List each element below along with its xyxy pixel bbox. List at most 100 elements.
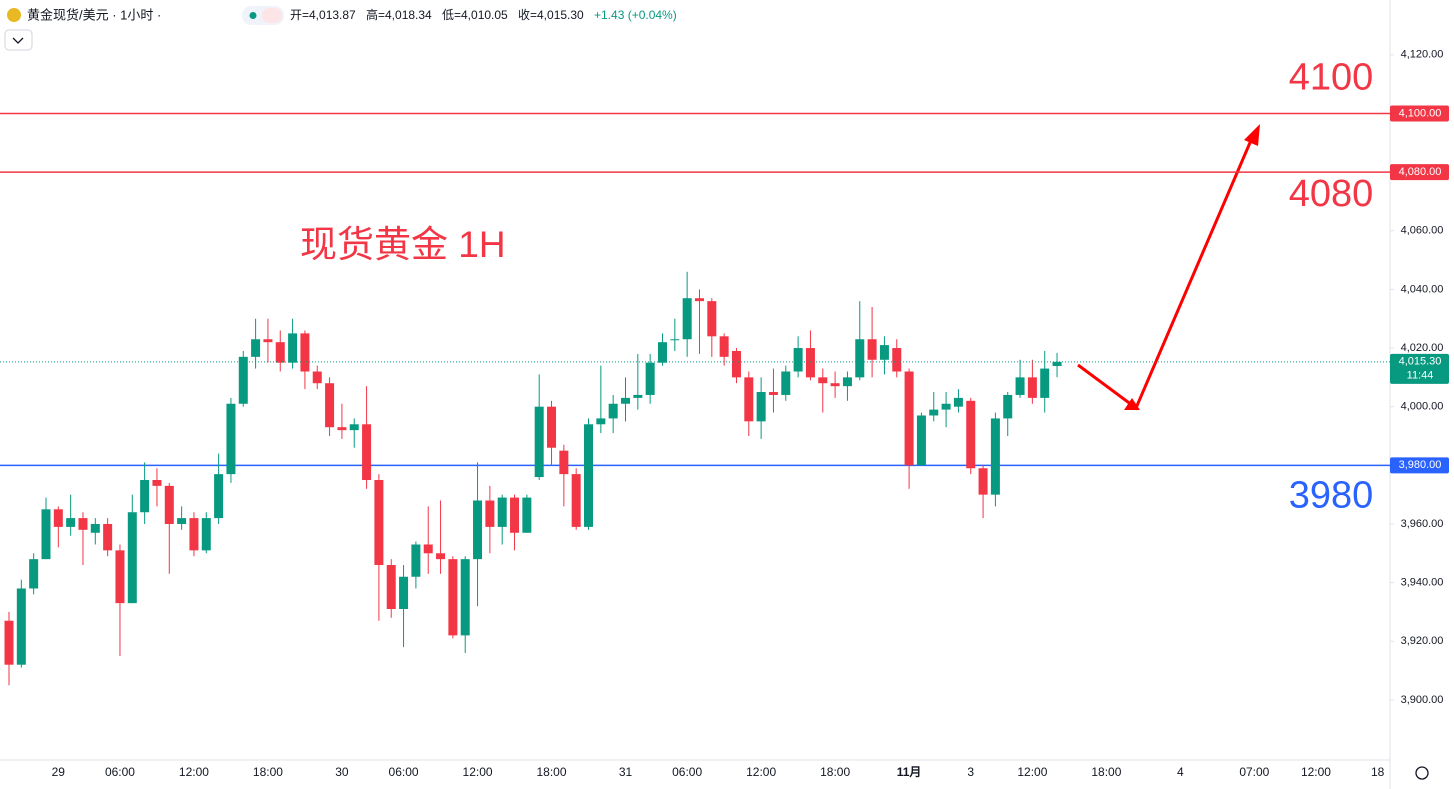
annotation: 现货黄金 1H: [300, 224, 506, 265]
x-tick-label: 18:00: [820, 765, 850, 779]
x-tick-label: 06:00: [105, 765, 135, 779]
candle-body: [103, 523, 113, 551]
candle-body: [263, 339, 273, 343]
candle-body: [842, 377, 852, 387]
candle-body: [473, 500, 483, 560]
x-tick-label: 06:00: [672, 765, 702, 779]
candle-body: [66, 518, 76, 527]
candle-body: [879, 345, 889, 360]
x-tick-label: 12:00: [1017, 765, 1047, 779]
candle-body: [768, 392, 778, 395]
candle-body: [621, 397, 630, 404]
candle-body: [90, 523, 100, 533]
candle-body: [904, 371, 914, 466]
candle-body: [571, 474, 581, 527]
candle-body: [115, 550, 125, 604]
x-tick-label: 18:00: [1091, 765, 1121, 779]
y-tick-label: 4,040.00: [1401, 283, 1444, 295]
candle-body: [510, 497, 520, 533]
candle-body: [534, 406, 544, 478]
candle-body: [300, 333, 310, 372]
candle-body: [399, 576, 409, 609]
candle-body: [916, 415, 926, 466]
y-tick-label: 4,000.00: [1401, 401, 1444, 413]
candle-body: [830, 383, 840, 387]
candle-body: [633, 394, 643, 398]
x-tick-label: 30: [335, 765, 349, 779]
x-tick-label: 18:00: [537, 765, 567, 779]
level-label-box: [1390, 164, 1449, 181]
collapse-button[interactable]: [4, 29, 33, 51]
y-tick-label: 3,920.00: [1401, 635, 1444, 647]
candle-body: [275, 342, 285, 363]
y-tick-label: 3,940.00: [1401, 577, 1444, 589]
ohlc-label: 收=4,015.30: [518, 8, 584, 22]
candle-body: [423, 544, 433, 554]
candle-body: [1015, 377, 1025, 395]
x-tick-label: 29: [52, 765, 66, 779]
candle-body: [349, 424, 359, 431]
candle-body: [53, 509, 63, 527]
x-tick-label: 12:00: [746, 765, 776, 779]
x-tick-label: 12:00: [179, 765, 209, 779]
candle-body: [781, 371, 791, 395]
x-tick-label: 18:00: [253, 765, 283, 779]
candle-body: [325, 383, 335, 428]
candle-body: [805, 348, 815, 378]
candle-body: [990, 418, 1000, 495]
candle-body: [657, 342, 667, 363]
candle-body: [1027, 377, 1037, 398]
candle-body: [793, 348, 803, 372]
settings-icon[interactable]: [1415, 766, 1429, 780]
candle-body: [756, 392, 766, 422]
candle-body: [189, 518, 199, 551]
candle-body: [867, 339, 877, 360]
candle-body: [719, 336, 729, 357]
candle-body: [929, 409, 939, 416]
candle-body: [127, 512, 137, 604]
y-tick-label: 4,120.00: [1401, 49, 1444, 61]
candle-body: [201, 518, 211, 551]
candle-body: [362, 424, 372, 480]
level-annotation: 4080: [1289, 173, 1374, 215]
x-tick-label: 18: [1371, 765, 1385, 779]
candle-body: [1003, 394, 1013, 419]
candle-body: [4, 620, 14, 665]
candle-body: [978, 468, 988, 495]
candle-body: [497, 497, 507, 527]
candle-body: [694, 298, 704, 302]
candle-body: [29, 559, 39, 589]
ohlc-label: 低=4,010.05: [442, 8, 508, 22]
candle-body: [522, 497, 532, 533]
ohlc-label: +1.43 (+0.04%): [594, 8, 677, 22]
level-label: 3,980.00: [1399, 459, 1442, 471]
x-tick-label: 06:00: [389, 765, 419, 779]
candle-body: [386, 565, 396, 609]
status-pill: [262, 8, 282, 23]
candle-body: [177, 518, 187, 524]
candle-body: [411, 544, 421, 577]
candle-body: [596, 418, 606, 425]
level-annotation: 3980: [1289, 474, 1374, 516]
candle-body: [140, 479, 150, 513]
candle-body: [238, 356, 248, 404]
x-tick-label: 4: [1177, 765, 1184, 779]
candle-body: [312, 371, 322, 384]
level-label-box: [1390, 105, 1449, 122]
ohlc-label: 开=4,013.87: [290, 8, 356, 22]
arrow-head: [1244, 124, 1260, 146]
candle-body: [941, 403, 951, 410]
y-tick-label: 4,060.00: [1401, 225, 1444, 237]
y-tick-label: 3,900.00: [1401, 694, 1444, 706]
candle-body: [436, 553, 446, 560]
candle-body: [152, 479, 162, 486]
y-tick-label: 3,960.00: [1401, 518, 1444, 530]
candle-body: [953, 397, 963, 407]
candle-body: [1052, 361, 1062, 367]
candle-body: [892, 348, 902, 372]
candle-body: [16, 588, 26, 665]
level-annotation: 4100: [1289, 57, 1374, 99]
x-tick-label: 07:00: [1239, 765, 1269, 779]
